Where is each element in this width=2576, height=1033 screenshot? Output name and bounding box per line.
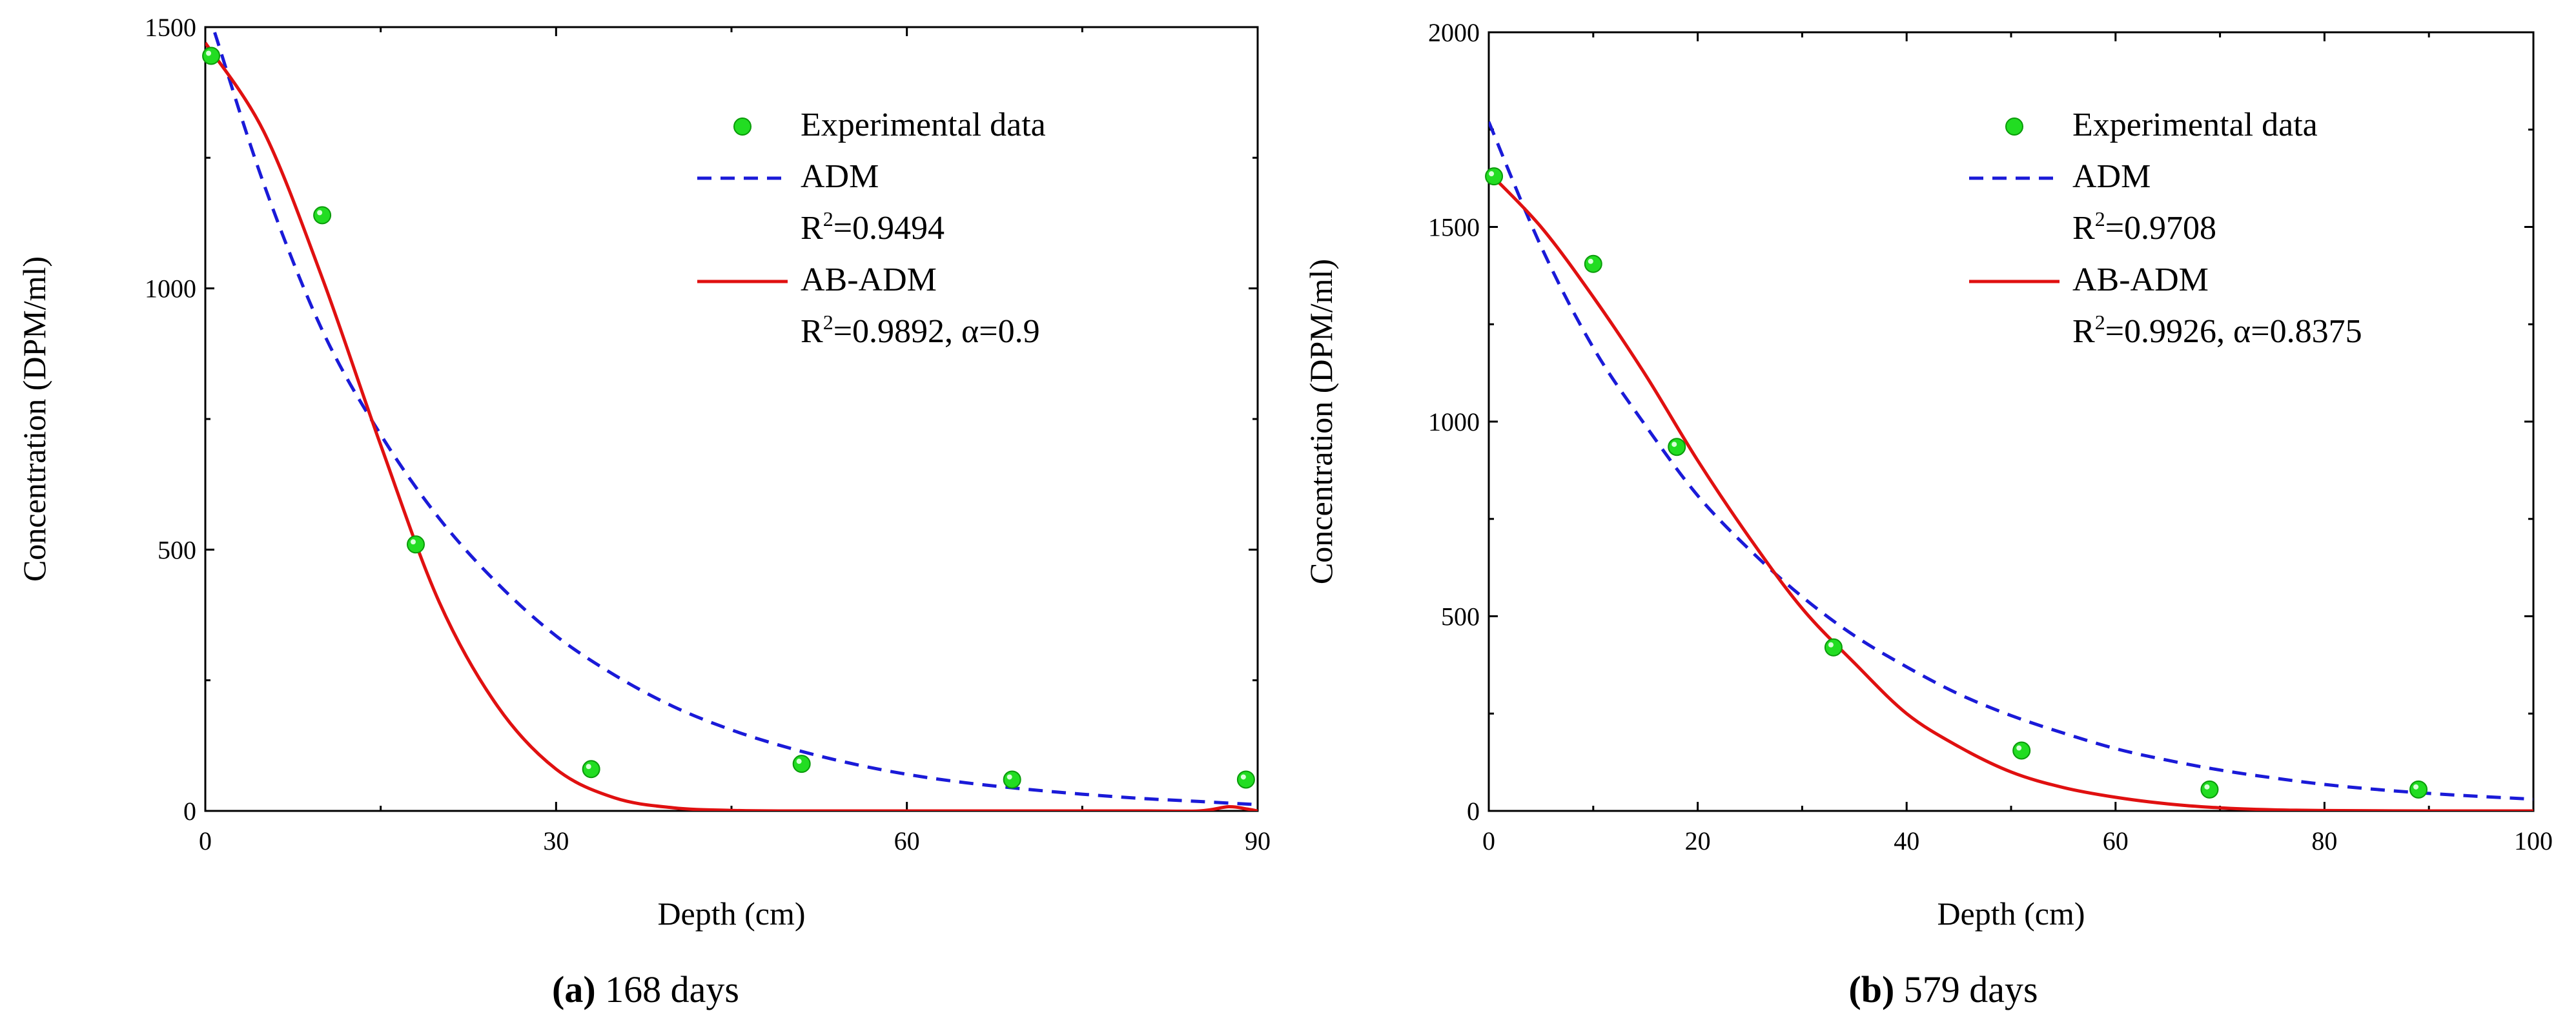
legend: Experimental dataADMR2=0.9708AB-ADMR2=0.… [1969,107,2362,350]
experimental-point-highlight [411,539,416,545]
y-tick-label: 0 [1467,797,1480,826]
x-axis-title: Depth (cm) [657,895,805,932]
experimental-data-point [2409,780,2428,799]
r2-superscript: 2 [823,207,833,230]
y-axis-title: Concentration (DPM/ml) [1303,259,1339,584]
r2-prefix: R [801,313,823,350]
x-tick-label: 60 [2103,826,2129,855]
x-tick-label: 20 [1685,826,1711,855]
legend-abadm-label: AB-ADM [801,261,937,298]
legend-adm-r2: R2=0.9494 [801,207,945,247]
legend-abadm-r2: R2=0.9892, α=0.9 [801,311,1040,350]
experimental-point-highlight [1489,171,1495,177]
caption-text: 579 days [1894,968,2038,1010]
caption-label: (a) [552,968,596,1010]
experimental-point-highlight [796,759,802,764]
legend-adm-label: ADM [801,158,879,195]
legend: Experimental dataADMR2=0.9494AB-ADMR2=0.… [697,107,1046,350]
experimental-data-point [1668,438,1686,456]
x-tick-label: 80 [2311,826,2337,855]
legend-adm-r2: R2=0.9708 [2072,207,2216,247]
x-tick-label: 40 [1894,826,1919,855]
y-tick-label: 500 [158,535,196,564]
adm-series-line [213,32,1258,806]
experimental-data-point [2012,741,2031,760]
chart-panel-a: 0 30 60 90 0 500 1000 1500 Depth (cm) Concentrati… [16,13,1271,1010]
x-tick-label: 90 [1245,826,1271,855]
experimental-point-highlight [2204,784,2210,790]
r2-prefix: R [801,210,823,247]
y-tick-label: 0 [183,797,196,826]
panel-caption: (b) 579 days [1848,968,2038,1010]
plot-frame [1487,31,2535,812]
r2-value: =0.9892, α=0.9 [833,313,1040,350]
y-tick-label: 1000 [145,274,196,303]
experimental-data-point [202,46,221,65]
experimental-point-highlight [1240,774,1246,780]
experimental-data-point [313,206,332,225]
experimental-data-point [582,760,600,779]
x-tick-label: 100 [2514,826,2553,855]
legend-abadm-label: AB-ADM [2072,261,2209,298]
y-tick-label: 500 [1441,602,1480,631]
x-tick-label: 0 [199,826,212,855]
r2-superscript: 2 [823,311,833,334]
experimental-data-point [407,535,425,554]
abadm-series-line [1489,171,2533,811]
plot-frame [204,26,1259,812]
experimental-data-point [792,755,811,773]
experimental-data-point [1485,167,1504,186]
r2-value: =0.9708 [2105,210,2216,247]
experimental-point-highlight [2016,745,2022,751]
experimental-point-highlight [1828,642,1834,648]
r2-value: =0.9926, α=0.8375 [2105,313,2362,350]
y-tick-label: 1500 [1428,213,1480,242]
experimental-data-point [1824,638,1843,657]
adm-series-line [1489,121,2533,801]
experimental-point-highlight [1671,442,1677,447]
abadm-series-line [205,41,1258,811]
x-tick-label: 0 [1482,826,1495,855]
experimental-point-highlight [1007,774,1012,780]
experimental-data-point [1003,770,1021,789]
x-tick-label: 60 [894,826,920,855]
caption-text: 168 days [596,968,739,1010]
x-axis-title: Depth (cm) [1937,895,2085,932]
r2-prefix: R [2072,313,2095,350]
experimental-point-highlight [206,50,212,56]
experimental-point-highlight [317,210,323,216]
legend-experimental-marker [2005,118,2023,136]
caption-label: (b) [1848,968,1894,1010]
y-tick-label: 2000 [1428,18,1480,47]
r2-value: =0.9494 [833,210,945,247]
y-tick-label: 1000 [1428,407,1480,436]
r2-superscript: 2 [2095,207,2105,230]
x-tick-label: 30 [543,826,569,855]
panel-caption: (a) 168 days [552,968,739,1010]
experimental-data-point [1236,770,1255,789]
r2-superscript: 2 [2095,311,2105,334]
experimental-point-highlight [2413,784,2419,790]
legend-experimental-label: Experimental data [2072,107,2318,143]
y-tick-label: 1500 [145,13,196,42]
legend-abadm-r2: R2=0.9926, α=0.8375 [2072,311,2362,350]
legend-adm-label: ADM [2072,158,2151,195]
experimental-point-highlight [586,764,591,770]
experimental-point-highlight [1588,258,1593,264]
experimental-data-point [1584,254,1602,273]
r2-prefix: R [2072,210,2095,247]
legend-experimental-marker [733,118,751,136]
y-axis-title: Concentration (DPM/ml) [16,256,52,582]
experimental-data-point [2200,780,2219,799]
legend-experimental-label: Experimental data [801,107,1046,143]
